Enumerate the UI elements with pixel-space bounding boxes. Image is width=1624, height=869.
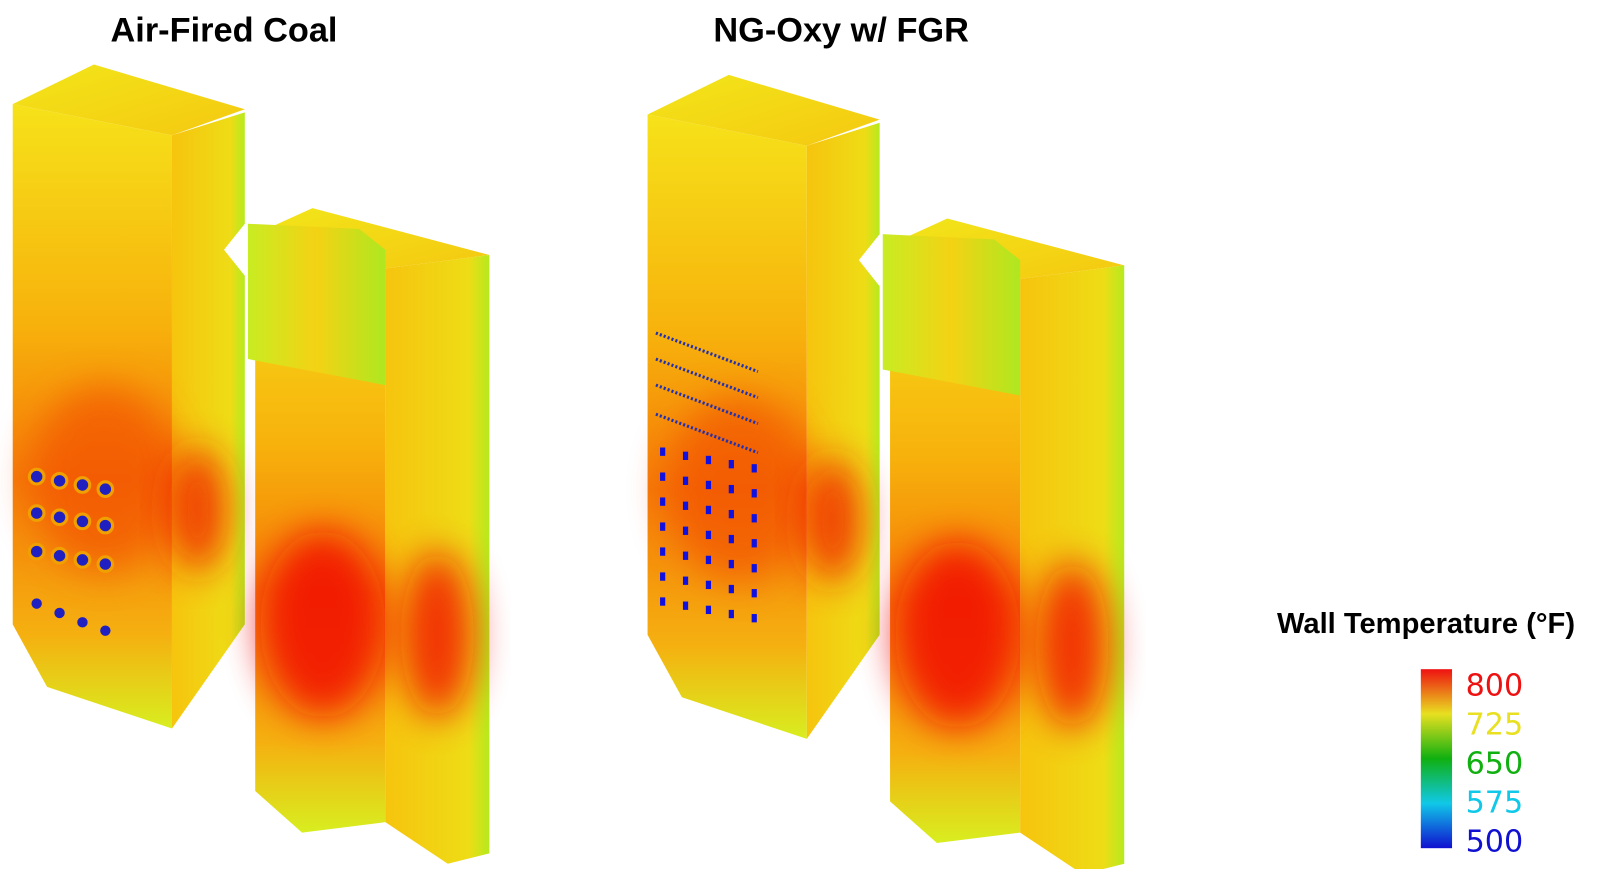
port	[683, 602, 688, 610]
panel-title: NG-Oxy w/ FGR	[713, 12, 969, 50]
colorbar-tick-label: 800	[1466, 668, 1524, 703]
port	[706, 606, 711, 614]
port	[729, 510, 734, 518]
port	[752, 614, 757, 622]
legend-title: Wall Temperature (°F)	[1277, 608, 1575, 640]
port	[683, 577, 688, 585]
colorbar-tick-label: 650	[1466, 746, 1524, 781]
port	[660, 572, 665, 580]
port	[752, 589, 757, 597]
port	[706, 456, 711, 464]
figure: Air-Fired Coal NG-Oxy w/ FGR Wall Temper…	[0, 0, 1624, 869]
colorbar-tick-label: 500	[1466, 824, 1524, 859]
port	[706, 481, 711, 489]
port	[683, 527, 688, 535]
port	[660, 547, 665, 555]
port	[683, 452, 688, 460]
port	[660, 522, 665, 530]
port	[706, 581, 711, 589]
port	[729, 560, 734, 568]
colorbar	[1421, 669, 1452, 848]
port	[752, 464, 757, 472]
panel-title: Air-Fired Coal	[111, 12, 338, 50]
port	[752, 564, 757, 572]
port	[752, 514, 757, 522]
colorbar-tick-label: 575	[1466, 785, 1524, 820]
port	[660, 472, 665, 480]
port	[706, 506, 711, 514]
port	[752, 489, 757, 497]
port	[729, 460, 734, 468]
port	[752, 539, 757, 547]
port	[683, 552, 688, 560]
port	[683, 502, 688, 510]
port	[706, 556, 711, 564]
colorbar-tick-label: 725	[1466, 707, 1524, 742]
port	[660, 497, 665, 505]
port	[706, 531, 711, 539]
port	[729, 485, 734, 493]
port	[729, 610, 734, 618]
ng-oxy-boilers	[648, 75, 1125, 869]
port	[729, 585, 734, 593]
port	[660, 597, 665, 605]
port	[683, 477, 688, 485]
port	[660, 448, 665, 456]
air-fired-boilers	[13, 65, 490, 864]
port	[729, 535, 734, 543]
